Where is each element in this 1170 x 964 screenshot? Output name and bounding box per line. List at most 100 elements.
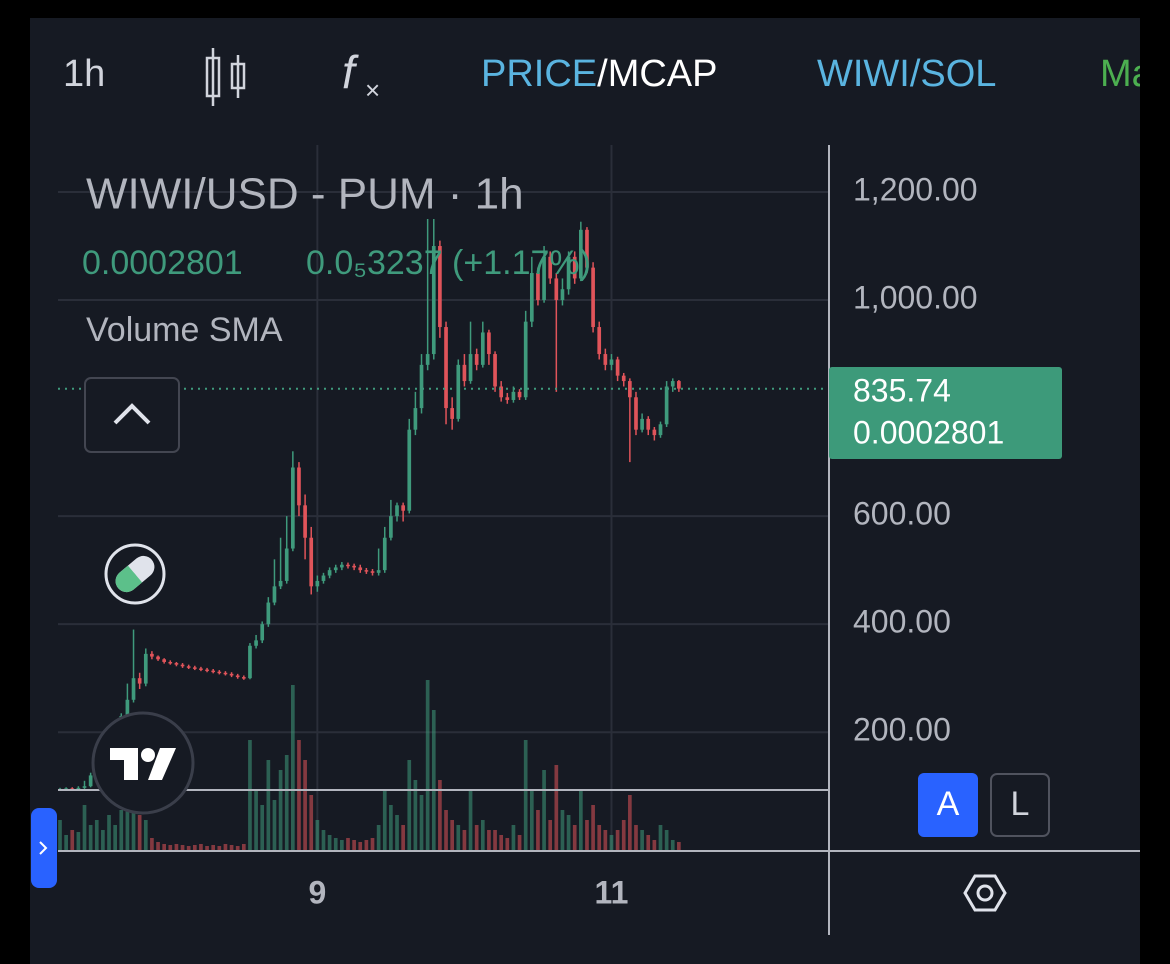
candle-body xyxy=(609,359,614,365)
volume-bar xyxy=(113,825,117,850)
volume-bar xyxy=(505,838,510,850)
candle-body xyxy=(621,375,626,382)
volume-bar xyxy=(487,830,491,850)
volume-bar xyxy=(511,825,516,850)
candle-body xyxy=(419,364,424,409)
candle-body xyxy=(199,668,203,670)
pair-toggle[interactable]: WIWI/SOL xyxy=(817,53,996,95)
candle-body xyxy=(260,624,265,641)
log-scale-button[interactable]: L xyxy=(990,773,1050,837)
candle-body xyxy=(297,467,301,506)
candle-body xyxy=(499,386,504,398)
volume-bar xyxy=(107,815,111,850)
candle-body xyxy=(370,571,375,573)
volume-bar xyxy=(321,830,326,850)
candle-body xyxy=(358,567,363,571)
candle-body xyxy=(156,656,160,660)
price-label-box xyxy=(829,367,1062,459)
volume-bar xyxy=(211,845,216,850)
candle-body xyxy=(425,354,430,365)
volume-bar xyxy=(168,845,173,850)
volume-bar xyxy=(572,825,577,850)
volume-bar xyxy=(223,844,228,850)
candle-body xyxy=(670,381,675,387)
volume-bar xyxy=(297,740,301,850)
volume-bar xyxy=(444,810,448,850)
candle-body xyxy=(395,505,399,517)
volume-bar xyxy=(229,845,234,850)
volume-bar xyxy=(603,830,608,850)
candle-body xyxy=(186,666,191,668)
candle-body xyxy=(76,787,81,790)
volume-bar xyxy=(536,810,540,850)
svg-text:×: × xyxy=(365,75,380,105)
volume-bar xyxy=(462,830,467,850)
volume-bar xyxy=(677,842,681,850)
volume-bar xyxy=(346,838,350,850)
volume-bar xyxy=(303,760,307,850)
price-option[interactable]: PRICE xyxy=(481,53,597,95)
volume-bar xyxy=(389,805,393,850)
candle-body xyxy=(137,678,142,684)
last-price-usd-label: 0.0002801 xyxy=(853,414,1004,450)
candle-body xyxy=(474,354,479,365)
volume-bar xyxy=(358,842,363,850)
volume-bar xyxy=(425,680,430,850)
volume-bar xyxy=(431,710,436,850)
volume-bar xyxy=(419,795,424,850)
candle-icon[interactable] xyxy=(205,48,246,106)
volume-bar xyxy=(634,825,638,850)
volume-bar xyxy=(174,844,179,850)
collapse-button[interactable] xyxy=(84,377,180,453)
candle-body xyxy=(168,661,173,664)
candle-body xyxy=(456,364,461,419)
last-price-label: 835.74 xyxy=(853,372,951,408)
candle-body xyxy=(223,672,228,675)
volume-bar xyxy=(615,830,620,850)
volume-bar xyxy=(621,820,626,850)
volume-bar xyxy=(156,842,160,850)
price-mcap-toggle[interactable]: PRICE/MCAP xyxy=(481,53,718,95)
volume-bar xyxy=(591,805,595,850)
candle-body xyxy=(511,391,516,400)
log-scale-label[interactable]: L xyxy=(1011,785,1030,823)
volume-bar xyxy=(340,840,344,850)
volume-bar xyxy=(597,825,602,850)
tradingview-logo[interactable] xyxy=(91,711,195,815)
volume-bar xyxy=(309,795,314,850)
interval[interactable]: 1h xyxy=(63,53,105,95)
candle-body xyxy=(174,663,179,665)
candle-body xyxy=(585,229,589,268)
volume-bar xyxy=(241,844,246,850)
volume-bar xyxy=(58,820,62,850)
volume-bar xyxy=(217,846,222,850)
candle-body xyxy=(131,678,136,700)
side-tab[interactable] xyxy=(31,808,57,888)
settings-icon[interactable] xyxy=(963,874,1007,912)
volume-bar xyxy=(529,790,534,850)
y-tick-label: 200.00 xyxy=(853,712,951,748)
fx-icon[interactable]: f × xyxy=(342,46,380,105)
candle-body xyxy=(248,645,252,679)
volume-bar xyxy=(670,840,675,850)
mcap-option[interactable]: /MCAP xyxy=(597,53,717,95)
auto-scale-label[interactable]: A xyxy=(937,785,960,823)
volume-bar xyxy=(499,835,504,850)
volume-bar xyxy=(150,838,154,850)
auto-scale-button[interactable]: A xyxy=(918,773,978,837)
more-toggle[interactable]: Ma xyxy=(1100,53,1154,95)
candle-body xyxy=(413,408,418,430)
candle-body xyxy=(143,653,148,684)
pill-icon[interactable] xyxy=(104,543,166,605)
volume-bar xyxy=(266,760,271,850)
volume-bar xyxy=(370,838,375,850)
legend-title: WIWI/USD - PUM · 1h xyxy=(86,170,524,219)
candle-body xyxy=(254,640,258,646)
volume-bar xyxy=(137,815,142,850)
x-tick-label: 9 xyxy=(308,874,326,910)
volume-bar xyxy=(284,755,289,850)
y-tick-label: 600.00 xyxy=(853,496,951,532)
candle-body xyxy=(493,354,497,387)
candle-body xyxy=(523,321,528,398)
